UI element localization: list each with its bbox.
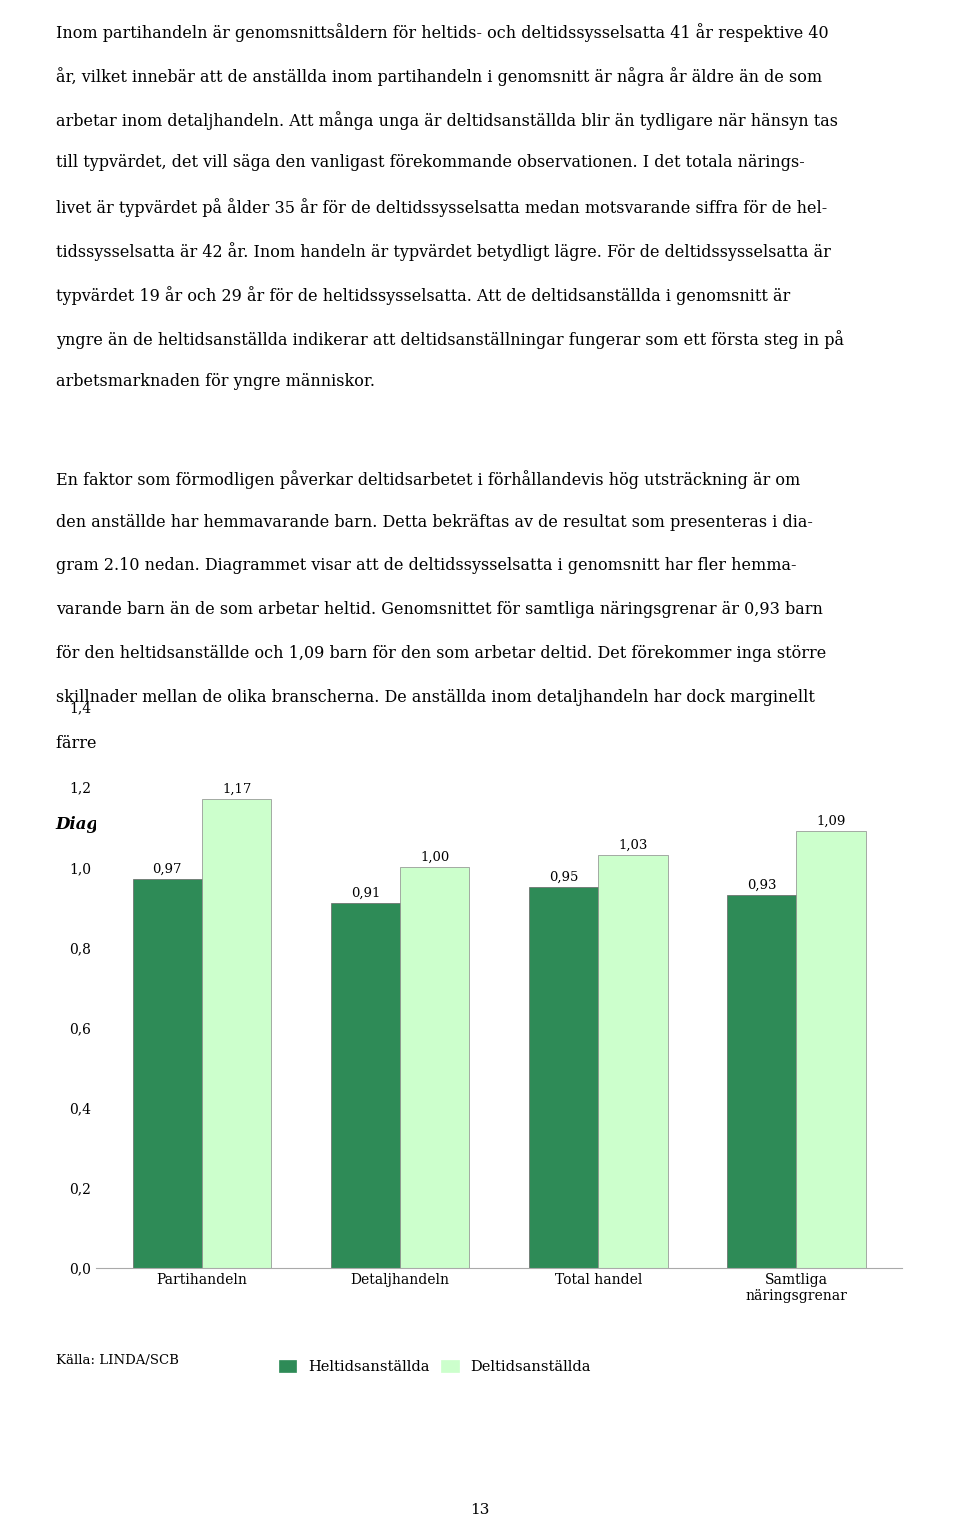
Text: Inom partihandeln är genomsnittsåldern för heltids- och deltidssysselsatta 41 år: Inom partihandeln är genomsnittsåldern f…	[56, 23, 828, 41]
Text: En faktor som förmodligen påverkar deltidsarbetet i förhållandevis hög utsträckn: En faktor som förmodligen påverkar delti…	[56, 470, 800, 489]
Text: den anställde har hemmavarande barn. Detta bekräftas av de resultat som presente: den anställde har hemmavarande barn. Det…	[56, 513, 812, 530]
Text: arbetar inom detaljhandeln. Att många unga är deltidsanställda blir än tydligare: arbetar inom detaljhandeln. Att många un…	[56, 111, 838, 129]
Bar	[400, 867, 469, 1268]
Text: färre hemmavarande barn både vad gäller heltids- och deltidssysselsatta.: färre hemmavarande barn både vad gäller …	[56, 733, 656, 752]
Text: skillnader mellan de olika branscherna. De anställda inom detaljhandeln har dock: skillnader mellan de olika branscherna. …	[56, 689, 814, 705]
Text: 0,95: 0,95	[549, 871, 578, 884]
Text: 1,17: 1,17	[222, 782, 252, 796]
Text: varande barn än de som arbetar heltid. Genomsnittet för samtliga näringsgrenar ä: varande barn än de som arbetar heltid. G…	[56, 601, 823, 618]
Text: 13: 13	[470, 1503, 490, 1517]
Bar	[797, 832, 866, 1268]
Text: gram 2.10 nedan. Diagrammet visar att de deltidssysselsatta i genomsnitt har fle: gram 2.10 nedan. Diagrammet visar att de…	[56, 558, 796, 575]
Text: 1,00: 1,00	[420, 851, 449, 864]
Text: till typvärdet, det vill säga den vanligast förekommande observationen. I det to: till typvärdet, det vill säga den vanlig…	[56, 154, 804, 172]
Bar	[202, 799, 272, 1268]
Text: 0,93: 0,93	[747, 879, 777, 891]
Text: Diagram 2.10 Antal hemmavarande barn för heltids- respektive deltidssysselsatta,: Diagram 2.10 Antal hemmavarande barn för…	[56, 816, 876, 833]
Legend: Heltidsanställda, Deltidsanställda: Heltidsanställda, Deltidsanställda	[273, 1354, 596, 1380]
Text: 0,97: 0,97	[153, 864, 182, 876]
Text: 1,09: 1,09	[816, 815, 846, 828]
Text: yngre än de heltidsanställda indikerar att deltidsanställningar fungerar som ett: yngre än de heltidsanställda indikerar a…	[56, 329, 844, 349]
Text: typvärdet 19 år och 29 år för de heltidssysselsatta. Att de deltidsanställda i g: typvärdet 19 år och 29 år för de heltids…	[56, 286, 790, 304]
Text: tidssysselsatta är 42 år. Inom handeln är typvärdet betydligt lägre. För de delt: tidssysselsatta är 42 år. Inom handeln ä…	[56, 241, 830, 261]
Bar	[132, 879, 202, 1268]
Text: Källa: LINDA/SCB: Källa: LINDA/SCB	[56, 1354, 179, 1366]
Text: år, vilket innebär att de anställda inom partihandeln i genomsnitt är några år ä: år, vilket innebär att de anställda inom…	[56, 66, 822, 86]
Bar	[529, 887, 598, 1268]
Text: 0,91: 0,91	[350, 887, 380, 901]
Bar	[331, 904, 400, 1268]
Text: för den heltidsanställde och 1,09 barn för den som arbetar deltid. Det förekomme: för den heltidsanställde och 1,09 barn f…	[56, 646, 826, 662]
Bar	[598, 855, 667, 1268]
Text: 1,03: 1,03	[618, 839, 648, 851]
Text: livet är typvärdet på ålder 35 år för de deltidssysselsatta medan motsvarande si: livet är typvärdet på ålder 35 år för de…	[56, 198, 827, 217]
Bar	[727, 896, 797, 1268]
Text: arbetsmarknaden för yngre människor.: arbetsmarknaden för yngre människor.	[56, 373, 374, 390]
